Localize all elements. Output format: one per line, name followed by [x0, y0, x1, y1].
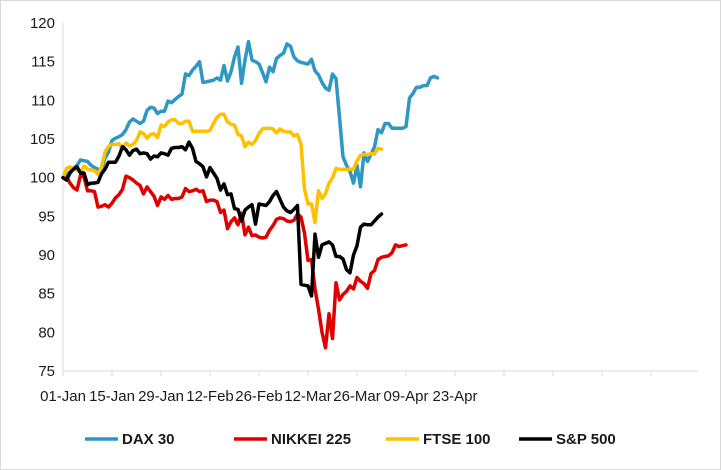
y-tick-label: 110	[31, 92, 55, 109]
series-line-nikkei-225	[61, 173, 408, 350]
x-tick-label: 01-Jan	[40, 388, 86, 405]
x-tick-label: 09-Apr	[383, 388, 428, 405]
y-tick-label: 105	[30, 131, 55, 148]
legend-label: DAX 30	[122, 431, 175, 448]
x-tick-label: 15-Jan	[89, 388, 135, 405]
x-tick-label: 26-Feb	[235, 388, 283, 405]
x-tick-label: 12-Feb	[186, 388, 234, 405]
y-tick-label: 100	[30, 170, 55, 187]
series-line-ftse-100	[61, 112, 384, 225]
y-tick-label: 90	[38, 247, 55, 264]
legend-label: FTSE 100	[423, 431, 491, 448]
x-tick-label: 12-Mar	[284, 388, 332, 405]
y-tick-label: 95	[38, 208, 55, 225]
y-axis: 75 80 85 90 95 100 105 110 115 120	[30, 15, 64, 380]
x-tick-label: 29-Jan	[138, 388, 184, 405]
y-tick-label: 120	[30, 15, 55, 32]
x-axis: 01-Jan 15-Jan 29-Jan 12-Feb 26-Feb 12-Mar 26-M…	[40, 370, 698, 405]
series-line-dax-30	[61, 39, 440, 189]
series-line-s-p-500	[61, 140, 384, 298]
legend-label: NIKKEI 225	[271, 431, 351, 448]
series-layer	[61, 39, 440, 350]
legend: DAX 30 NIKKEI 225 FTSE 100 S&P 500	[85, 431, 616, 448]
y-tick-label: 75	[38, 363, 55, 380]
legend-label: S&P 500	[556, 431, 616, 448]
y-tick-label: 80	[38, 324, 55, 341]
x-tick-label: 23-Apr	[432, 388, 477, 405]
y-tick-label: 85	[38, 286, 55, 303]
y-tick-label: 115	[31, 54, 55, 71]
x-tick-label: 26-Mar	[333, 388, 381, 405]
